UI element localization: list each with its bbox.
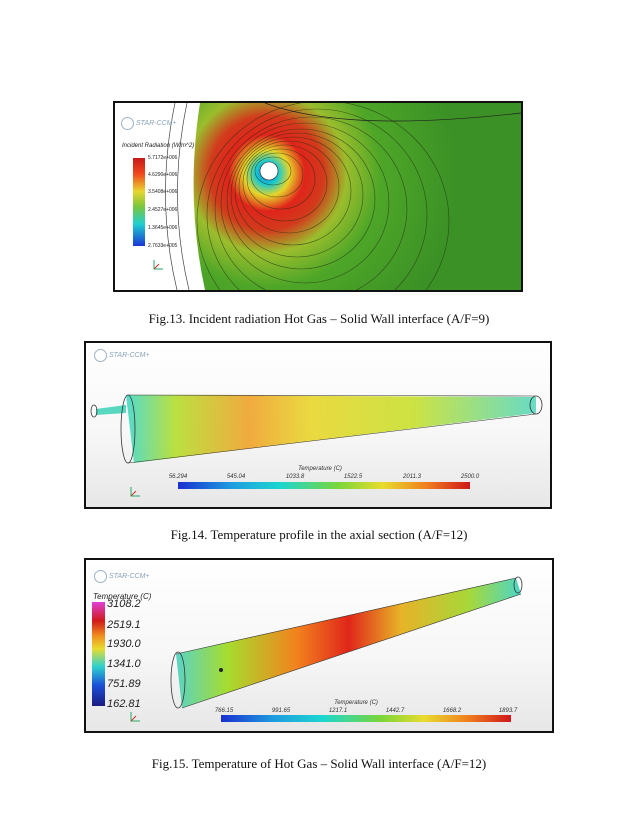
legend-value: 1033.8 bbox=[285, 474, 305, 480]
star-ccm-logo: STAR-CCM+ bbox=[94, 349, 150, 362]
legend-value: 1893.7 bbox=[498, 708, 518, 714]
legend-value: 1341.0 bbox=[107, 658, 141, 670]
legend-value: 545.04 bbox=[226, 474, 246, 480]
legend-value: 1442.7 bbox=[385, 708, 405, 714]
star-ccm-logo: STAR-CCM+ bbox=[94, 570, 150, 583]
logo-text: STAR-CCM+ bbox=[109, 352, 150, 359]
legend-value: 1217.1 bbox=[328, 708, 348, 714]
figure-15: STAR-CCM+ Temperature (C) 3108.2 2519.1 … bbox=[84, 558, 554, 733]
legend-title: Temperature (C) bbox=[298, 466, 342, 472]
legend-value: 4.6290e+006 bbox=[148, 172, 178, 178]
legend-title: Temperature (C) bbox=[334, 700, 378, 706]
legend-colorbar bbox=[133, 158, 145, 246]
interface-temperature-plot bbox=[170, 576, 523, 709]
legend-value: 2519.1 bbox=[107, 619, 141, 631]
legend-value: 1.3645e+006 bbox=[148, 225, 178, 231]
axial-temperature-plot bbox=[90, 394, 543, 464]
logo-ring-icon bbox=[94, 570, 107, 583]
legend-value: 766.15 bbox=[214, 708, 234, 714]
logo-text: STAR-CCM+ bbox=[136, 120, 177, 127]
figure-13: STAR-CCM+ Incident Radiation (W/m^2) 5.7… bbox=[113, 101, 523, 292]
legend-colorbar bbox=[92, 602, 105, 706]
legend-value: 2.7633e+005 bbox=[148, 243, 178, 249]
legend-value: 3.5408e+006 bbox=[148, 189, 178, 195]
figure-13-caption: Fig.13. Incident radiation Hot Gas – Sol… bbox=[148, 311, 490, 326]
legend-value: 991.65 bbox=[271, 708, 291, 714]
star-ccm-logo: STAR-CCM+ bbox=[121, 117, 177, 130]
figure-14-caption: Fig.14. Temperature profile in the axial… bbox=[170, 527, 468, 542]
axis-triad-icon bbox=[128, 485, 142, 501]
legend-colorbar bbox=[178, 482, 470, 489]
legend-value: 1930.0 bbox=[107, 638, 141, 650]
axis-triad-icon bbox=[128, 710, 142, 726]
incident-radiation-plot bbox=[165, 103, 521, 290]
legend-value: 162.81 bbox=[107, 698, 141, 710]
legend-value: 2.4527e+006 bbox=[148, 207, 178, 213]
logo-ring-icon bbox=[94, 349, 107, 362]
legend-value: 2500.0 bbox=[460, 474, 480, 480]
figure-15-caption: Fig.15. Temperature of Hot Gas – Solid W… bbox=[151, 756, 487, 771]
legend-value: 1522.5 bbox=[343, 474, 363, 480]
legend-value: 3108.2 bbox=[107, 598, 141, 610]
legend-value: 2011.3 bbox=[403, 474, 421, 480]
legend-value: 1668.2 bbox=[442, 708, 462, 714]
legend-value: 56.294 bbox=[168, 474, 188, 480]
figure-14: STAR-CCM+ Temperature (C) 56.294 545.04 … bbox=[84, 341, 552, 509]
legend-value: 751.89 bbox=[107, 678, 141, 690]
legend-title: Temperature (C) bbox=[93, 592, 152, 601]
axis-triad-icon bbox=[151, 258, 165, 274]
legend-value: 5.7172e+006 bbox=[148, 155, 178, 161]
logo-text: STAR-CCM+ bbox=[109, 573, 150, 580]
legend-title: Incident Radiation (W/m^2) bbox=[122, 143, 195, 149]
logo-ring-icon bbox=[121, 117, 134, 130]
legend-colorbar bbox=[221, 715, 511, 722]
